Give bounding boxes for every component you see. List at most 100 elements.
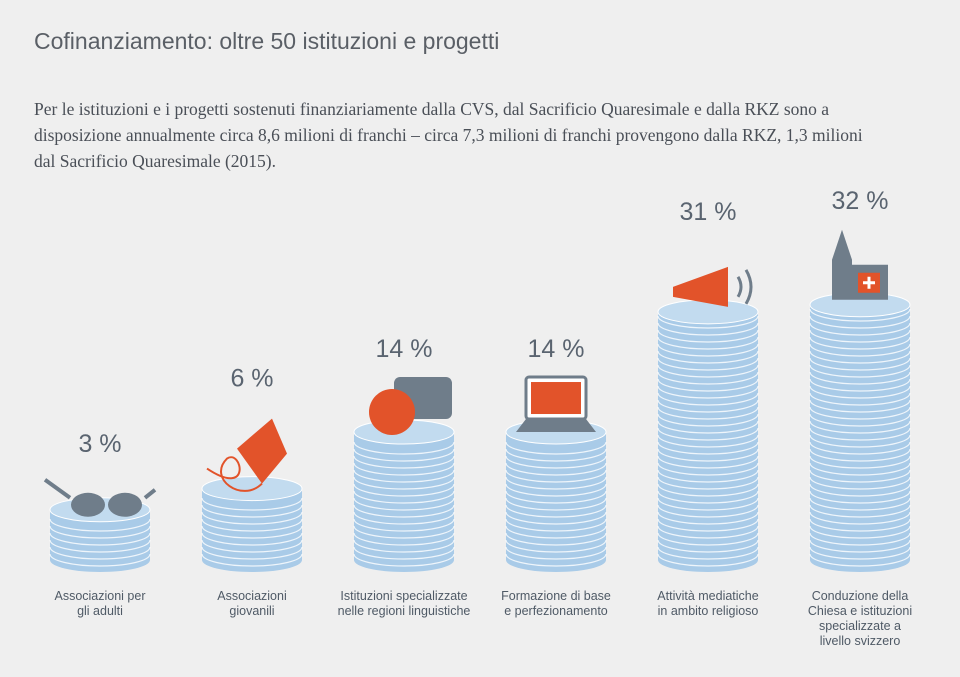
coin-edge xyxy=(657,434,759,448)
coin-edge xyxy=(657,462,759,476)
coin-edge xyxy=(657,413,759,427)
coin-edge xyxy=(201,511,303,525)
value-label: 14 % xyxy=(376,335,433,363)
coin-edge xyxy=(657,399,759,413)
coin-edge xyxy=(657,385,759,399)
coin-edge xyxy=(809,553,911,567)
coin-edge xyxy=(505,539,607,553)
coin-stack xyxy=(201,476,303,572)
coin-edge xyxy=(809,504,911,518)
coin-edge xyxy=(49,525,151,539)
coin-top xyxy=(201,476,303,502)
coin-edge xyxy=(657,315,759,329)
coin-edge xyxy=(809,469,911,483)
coin-edge xyxy=(657,553,759,567)
icon xyxy=(108,492,142,517)
coin-edge xyxy=(353,553,455,567)
coin-edge xyxy=(505,448,607,462)
coin-edge xyxy=(657,350,759,364)
value-label: 31 % xyxy=(680,198,737,226)
coin-edge xyxy=(505,525,607,539)
coin-edge xyxy=(505,497,607,511)
coin-edge xyxy=(809,392,911,406)
coin-edge xyxy=(809,420,911,434)
coin-edge xyxy=(809,413,911,427)
coin-edge xyxy=(809,357,911,371)
coin-edge xyxy=(657,532,759,546)
coin-top xyxy=(657,299,759,325)
category-label: Istituzioni specializzate nelle regioni … xyxy=(337,589,471,618)
coin-edge xyxy=(353,497,455,511)
coin-edge xyxy=(505,490,607,504)
icon xyxy=(531,382,581,415)
icon xyxy=(516,419,596,433)
value-label: 32 % xyxy=(832,187,889,215)
coin-edge xyxy=(657,420,759,434)
coin-edge xyxy=(809,385,911,399)
coin-edge xyxy=(657,441,759,455)
coin-edge xyxy=(809,539,911,553)
coin-edge xyxy=(49,539,151,553)
category-label: Formazione di base e perfezionamento xyxy=(501,589,611,618)
coin-stack xyxy=(353,419,455,572)
coin-edge xyxy=(809,336,911,350)
coin-edge xyxy=(809,483,911,497)
coin-edge xyxy=(505,455,607,469)
icon xyxy=(237,418,287,484)
coin-edge xyxy=(657,448,759,462)
coin-edge xyxy=(809,399,911,413)
coin-edge xyxy=(505,504,607,518)
title: Cofinanziamento: oltre 50 istituzioni e … xyxy=(34,28,500,54)
category-label: Attività mediatiche in ambito religioso xyxy=(657,589,759,618)
coin-edge xyxy=(49,553,151,567)
coin-edge xyxy=(809,455,911,469)
coin-edge xyxy=(49,532,151,546)
coin-edge xyxy=(657,455,759,469)
icon xyxy=(673,266,728,307)
coin-edge xyxy=(657,469,759,483)
coin-edge xyxy=(657,497,759,511)
coin-edge xyxy=(505,469,607,483)
coin-edge xyxy=(809,490,911,504)
coin-edge xyxy=(505,476,607,490)
coin-edge xyxy=(657,364,759,378)
coin-edge xyxy=(353,504,455,518)
coin-edge xyxy=(505,532,607,546)
coin-edge xyxy=(505,546,607,560)
coin-edge xyxy=(809,378,911,392)
coin-edge xyxy=(809,511,911,525)
coin-edge xyxy=(201,497,303,511)
coin-edge xyxy=(353,511,455,525)
coin-edge xyxy=(505,553,607,567)
coin-edge xyxy=(809,350,911,364)
category-label: Associazioni per gli adulti xyxy=(54,589,146,618)
coin-edge xyxy=(353,490,455,504)
coin-edge xyxy=(809,322,911,336)
coin-edge xyxy=(809,525,911,539)
coin-edge xyxy=(353,546,455,560)
coin-edge xyxy=(809,308,911,322)
coin-edge xyxy=(505,483,607,497)
coin-edge xyxy=(809,343,911,357)
coin-edge xyxy=(809,518,911,532)
coin-edge xyxy=(809,448,911,462)
coin-edge xyxy=(657,343,759,357)
icon xyxy=(206,456,263,492)
coin-edge xyxy=(353,518,455,532)
coin-edge xyxy=(657,392,759,406)
coin-edge xyxy=(657,378,759,392)
coin-edge xyxy=(657,476,759,490)
coin-edge xyxy=(809,371,911,385)
coin-edge xyxy=(201,539,303,553)
coin-edge xyxy=(809,329,911,343)
coin-edge xyxy=(657,511,759,525)
coin-edge xyxy=(657,322,759,336)
icon xyxy=(369,389,415,436)
coin-edge xyxy=(809,434,911,448)
coin-edge xyxy=(201,504,303,518)
coin-edge xyxy=(353,476,455,490)
coin-edge xyxy=(353,462,455,476)
coin-edge xyxy=(657,336,759,350)
coin-edge xyxy=(657,518,759,532)
